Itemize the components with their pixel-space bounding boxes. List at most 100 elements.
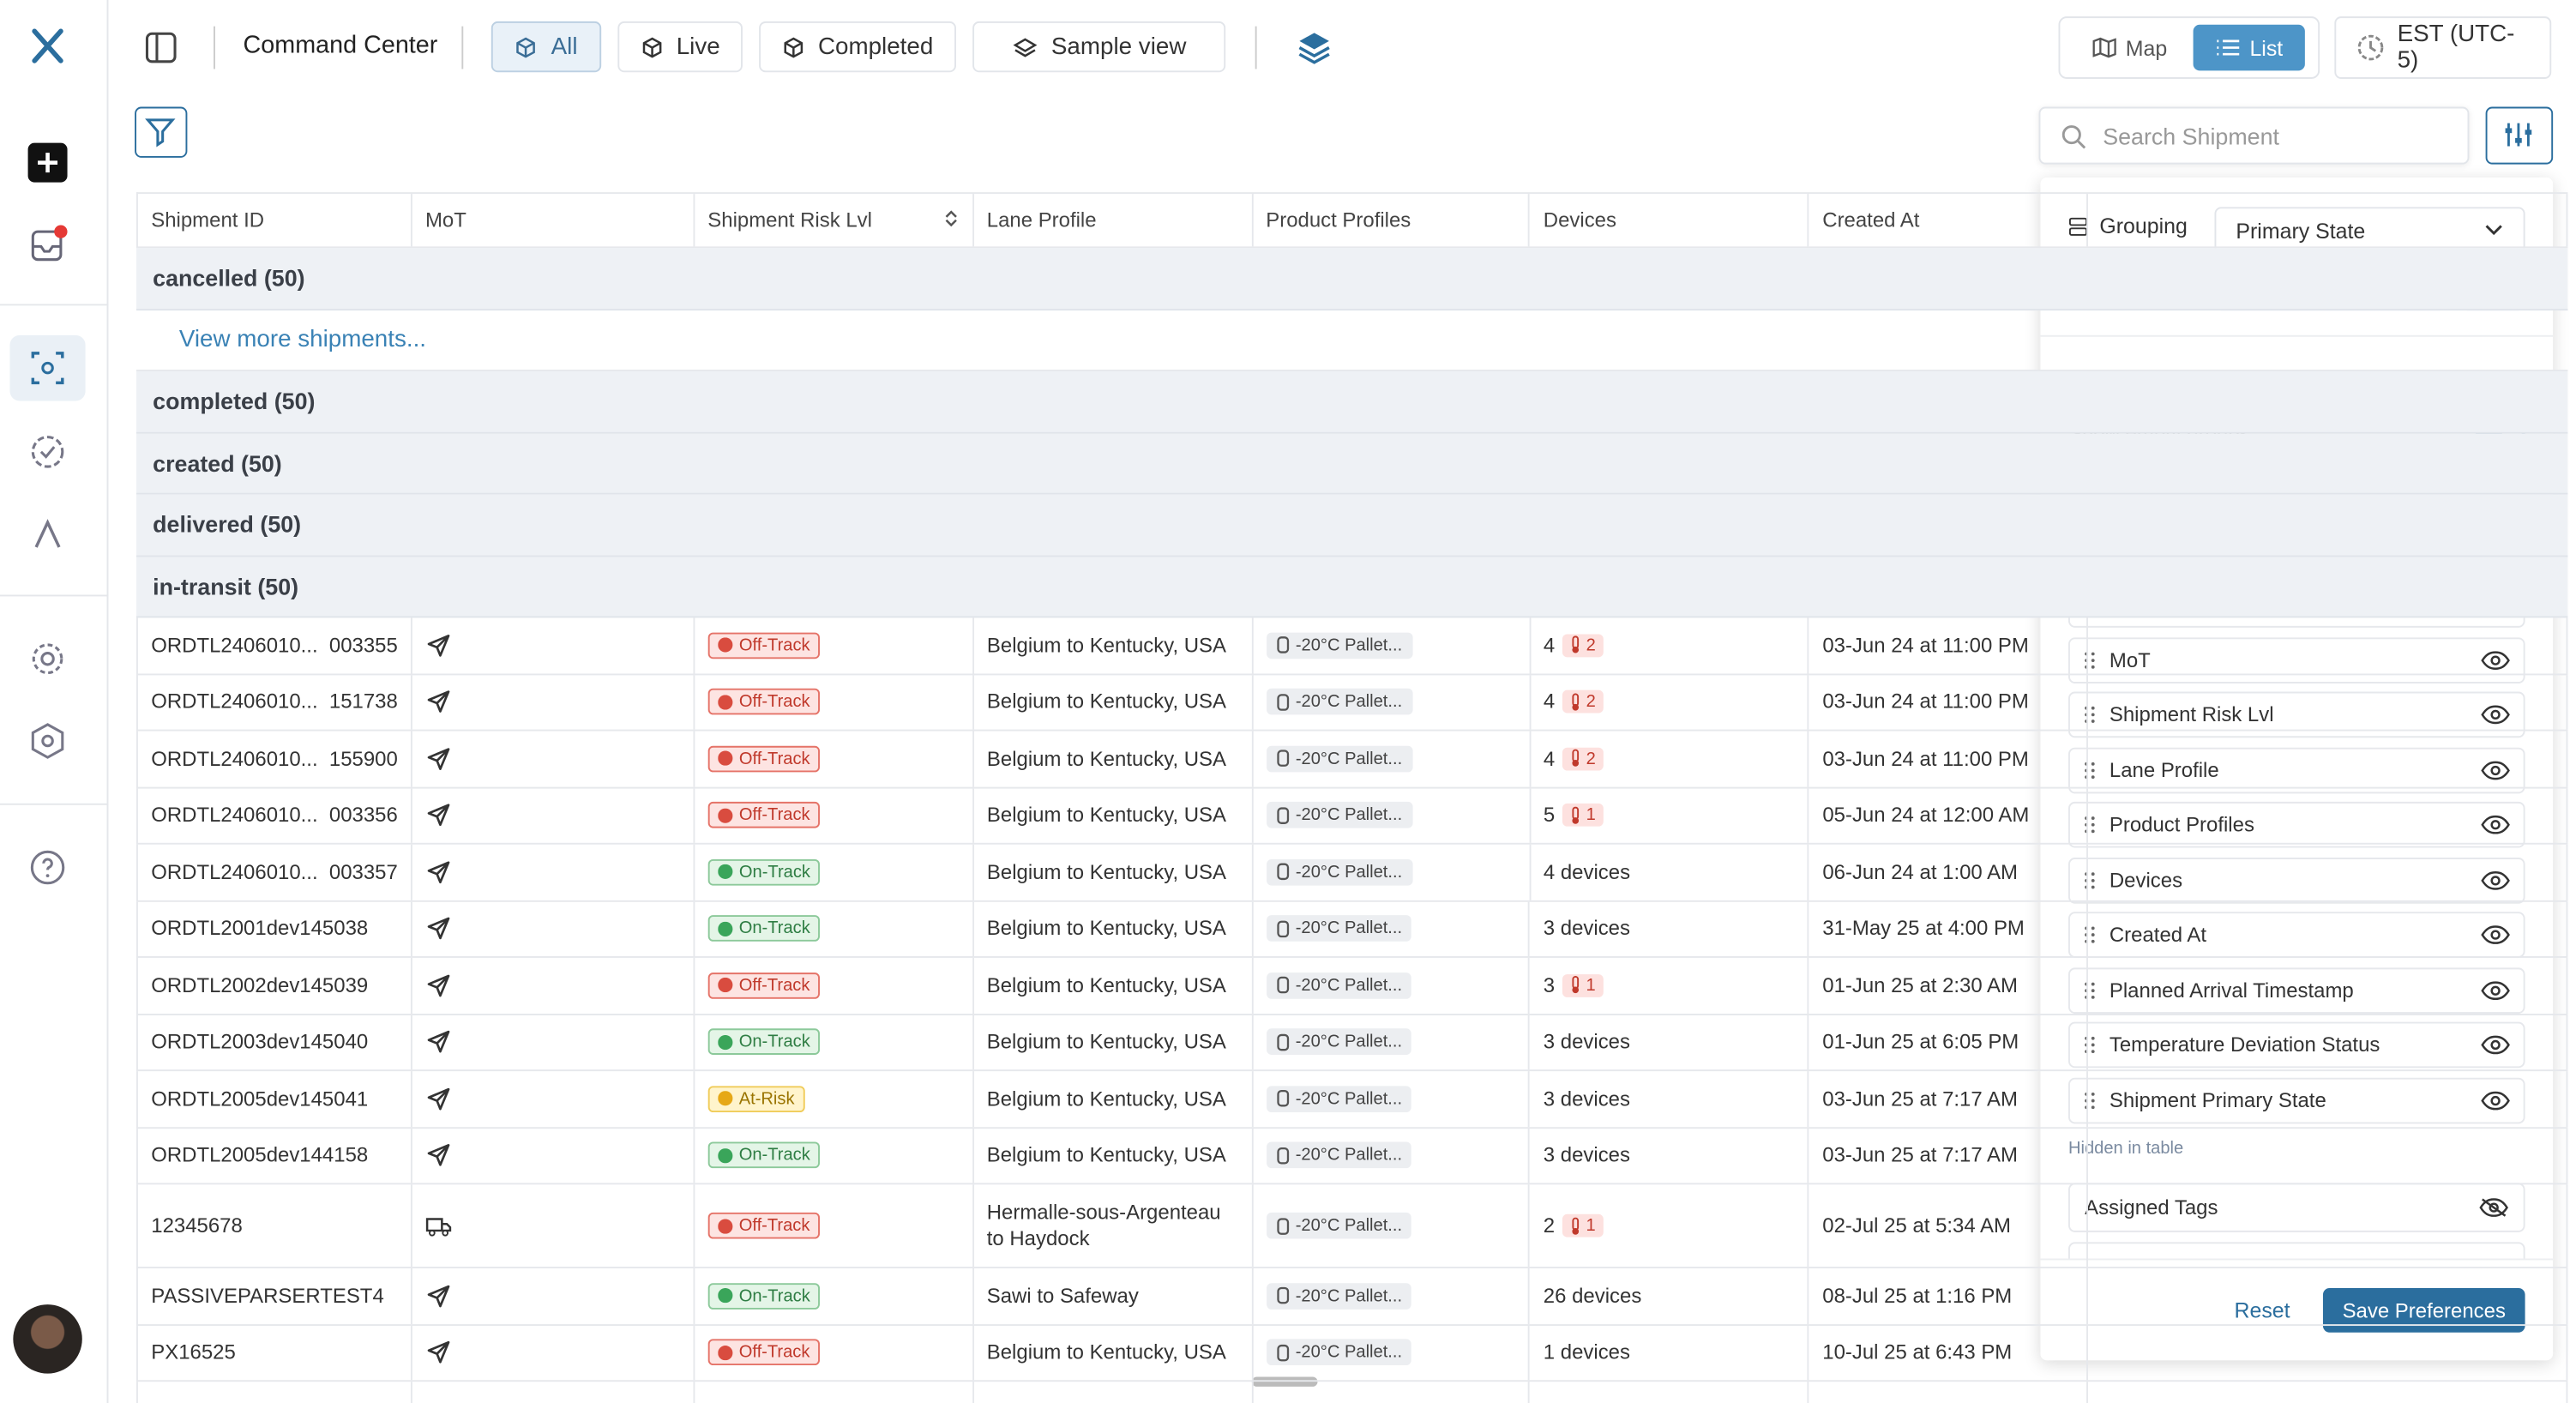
- table-row[interactable]: ORDTL2005dev145041 At-Risk Belgium to Kent…: [136, 1071, 2568, 1129]
- column-item[interactable]: Temperature Deviation Status: [2067, 1021, 2525, 1069]
- reset-button[interactable]: Reset: [2234, 1298, 2290, 1323]
- visibility-icon[interactable]: [2481, 1090, 2510, 1110]
- table-row[interactable]: ORDTL2002dev145039 Off-Track Belgium to Ke…: [136, 957, 2568, 1015]
- group-row[interactable]: cancelled (50): [136, 248, 2568, 310]
- alert-count: 1: [1586, 805, 1596, 826]
- table-cell: [412, 844, 695, 900]
- table-row[interactable]: 12345678 Off-Track Hermalle-sous-Argenteau…: [136, 1184, 2568, 1268]
- visibility-icon[interactable]: [2481, 760, 2510, 780]
- group-row[interactable]: completed (50): [136, 370, 2568, 433]
- preferences-button[interactable]: [2485, 106, 2554, 165]
- visibility-icon[interactable]: [2481, 870, 2510, 889]
- table-cell: ORDTL2406010... 003355: [138, 617, 412, 673]
- check-nav[interactable]: [28, 432, 68, 472]
- timezone-button[interactable]: EST (UTC-5): [2334, 16, 2552, 79]
- search-box[interactable]: Search Shipment: [2038, 106, 2470, 165]
- settings-nav[interactable]: [28, 639, 68, 678]
- sort-icon[interactable]: [942, 208, 959, 232]
- tab-button[interactable]: Sample view: [972, 21, 1226, 73]
- divider: [461, 26, 464, 69]
- inbox-icon[interactable]: [28, 224, 71, 267]
- table-cell: Off-Track: [695, 1184, 974, 1268]
- scan-nav[interactable]: [9, 334, 86, 401]
- table-row[interactable]: ORDTL2003dev145040 On-Track Belgium to Ken…: [136, 1015, 2568, 1072]
- visibility-icon[interactable]: [2481, 650, 2510, 670]
- column-item[interactable]: Shipment Risk Lvl: [2067, 691, 2525, 738]
- table-cell: 05-Jun 24 at 12:00 AM: [1809, 787, 2089, 843]
- product-pill: -20°C Pallet...: [1266, 1085, 1412, 1112]
- save-button[interactable]: Save Preferences: [2322, 1287, 2525, 1333]
- mot-icon: [425, 1214, 452, 1237]
- visibility-icon[interactable]: [2481, 925, 2510, 945]
- device-alert: 1: [1562, 804, 1604, 828]
- tab-label: Sample view: [1050, 33, 1187, 60]
- view-button[interactable]: List: [2193, 24, 2305, 71]
- column-item[interactable]: Lane Profile: [2067, 746, 2525, 793]
- table-cell: [2088, 787, 2568, 843]
- product-label: -20°C Pallet...: [1295, 1342, 1403, 1363]
- new-button[interactable]: [27, 142, 68, 183]
- mot-icon: [425, 802, 452, 828]
- table-cell: 31-May 25 at 4:00 PM: [1809, 900, 2089, 956]
- group-row[interactable]: created (50): [136, 432, 2568, 495]
- table-row[interactable]: ORDTL2001dev145038 On-Track Belgium to Ken…: [136, 900, 2568, 958]
- column-item[interactable]: MoT: [2067, 636, 2525, 683]
- product-pill: -20°C Pallet...: [1266, 1028, 1412, 1056]
- table-cell: [1253, 1382, 1531, 1403]
- risk-badge: Off-Track: [707, 632, 821, 659]
- column-item[interactable]: Planned Arrival Timestamp: [2067, 966, 2525, 1014]
- mot-icon: [425, 745, 452, 772]
- hex-nav[interactable]: [28, 721, 68, 761]
- table-row[interactable]: ORDTL2406010... 003356 Off-Track Belgium t…: [136, 787, 2568, 845]
- table-cell: ORDTL2002dev145039: [138, 957, 412, 1014]
- column-name: Shipment Risk Lvl: [2109, 702, 2274, 726]
- table-cell: Off-Track: [695, 731, 974, 786]
- table-row[interactable]: ORDTL2406010... 003355 Off-Track Belgium t…: [136, 617, 2568, 675]
- table-row[interactable]: PX16525 Off-Track Belgium to Kentucky, USA…: [136, 1325, 2568, 1382]
- table-cell: Off-Track: [695, 674, 974, 730]
- panel-toggle[interactable]: [145, 31, 178, 63]
- table-cell: -20°C Pallet...: [1253, 1015, 1531, 1070]
- risk-badge: Off-Track: [707, 689, 821, 715]
- tab-button[interactable]: All: [491, 21, 602, 73]
- table-cell: 03-Jun 25 at 7:17 AM: [1809, 1071, 2089, 1127]
- table-cell: [412, 1128, 695, 1183]
- table-cell: [412, 1015, 695, 1070]
- table-row[interactable]: ORDTL2406010... 151738 Off-Track Belgium t…: [136, 674, 2568, 732]
- mot-icon: [425, 1340, 452, 1366]
- table-cell: Belgium to Kentucky, USA: [973, 1071, 1253, 1127]
- layers-icon[interactable]: [1297, 29, 1333, 65]
- tab-button[interactable]: Completed: [759, 21, 956, 73]
- table-cell: 02-Jul 25 at 5:34 AM: [1809, 1184, 2089, 1268]
- visibility-icon[interactable]: [2479, 1198, 2508, 1218]
- filter-button[interactable]: [135, 106, 188, 158]
- table-cell: [412, 674, 695, 730]
- column-item[interactable]: Product Profiles: [2067, 801, 2525, 848]
- device-alert: 2: [1562, 690, 1604, 714]
- table-cell: [2088, 1268, 2568, 1324]
- table-cell: -20°C Pallet...: [1253, 1071, 1531, 1127]
- visibility-icon[interactable]: [2481, 980, 2510, 1000]
- device-count: 3 devices: [1543, 1087, 1630, 1111]
- visibility-icon[interactable]: [2481, 1035, 2510, 1055]
- group-row[interactable]: delivered (50): [136, 494, 2568, 557]
- view-button[interactable]: Map: [2073, 25, 2185, 71]
- route-nav[interactable]: [28, 515, 68, 554]
- tab-button[interactable]: Live: [617, 21, 743, 73]
- table-row[interactable]: PASSIVEPARSERTEST4 On-Track Sawi to Safewa…: [136, 1268, 2568, 1326]
- table-row[interactable]: ORDTL2406010... 003357 On-Track Belgium to…: [136, 844, 2568, 901]
- grouping-label-row: Grouping: [2068, 214, 2188, 238]
- table-row[interactable]: ORDTL2406010... 155900 Off-Track Belgium t…: [136, 731, 2568, 788]
- visibility-icon[interactable]: [2481, 815, 2510, 834]
- shipment-id: ORDTL2406010... 003357: [151, 860, 398, 884]
- view-more-link[interactable]: View more shipments...: [136, 310, 2568, 371]
- group-row[interactable]: in-transit (50): [136, 556, 2568, 618]
- help-nav[interactable]: [28, 848, 68, 888]
- column-item[interactable]: Shipment Primary State: [2067, 1076, 2525, 1123]
- visibility-icon[interactable]: [2481, 705, 2510, 725]
- table-row[interactable]: ORDTL2005dev144158 On-Track Belgium to Ken…: [136, 1128, 2568, 1185]
- avatar[interactable]: [13, 1304, 82, 1374]
- column-item[interactable]: Devices: [2067, 857, 2525, 903]
